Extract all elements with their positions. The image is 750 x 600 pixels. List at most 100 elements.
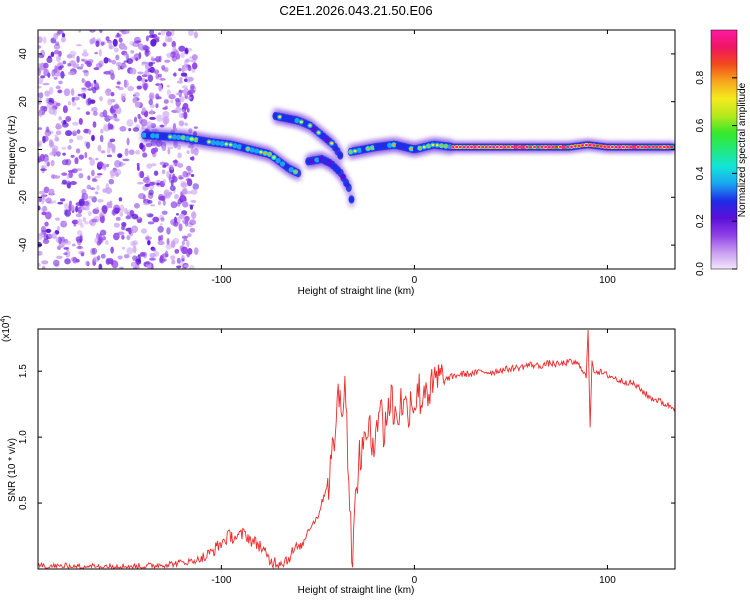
noise-blob [123, 45, 128, 51]
noise-blob [166, 238, 170, 246]
noise-blob [68, 71, 76, 76]
noise-blob [84, 260, 89, 266]
noise-blob [193, 31, 199, 39]
noise-blob [194, 250, 198, 254]
noise-blob [192, 183, 200, 190]
noise-blob [119, 126, 127, 132]
noise-blob [43, 186, 50, 194]
snr-line [38, 329, 675, 569]
noise-blob [171, 30, 175, 37]
noise-blob [85, 80, 92, 89]
noise-blob [38, 140, 43, 148]
noise-blob [172, 73, 177, 77]
noise-blob [92, 208, 100, 215]
noise-blob [119, 204, 125, 213]
noise-blob [55, 124, 63, 130]
feature-core [514, 145, 518, 149]
noise-blob [145, 261, 151, 265]
noise-blob [64, 202, 69, 210]
noise-blob [94, 175, 101, 179]
feature-core [477, 145, 481, 149]
noise-blob [175, 99, 181, 108]
noise-blob [123, 254, 130, 259]
noise-blob [142, 251, 148, 259]
feature-core [499, 145, 503, 149]
noise-blob [144, 49, 150, 53]
noise-blob [147, 74, 154, 83]
noise-blob [183, 64, 189, 72]
noise-blob [115, 54, 120, 61]
noise-blob [163, 189, 170, 198]
noise-blob [63, 88, 71, 97]
noise-blob [113, 47, 119, 53]
noise-blob [89, 187, 96, 191]
noise-blob [72, 63, 80, 69]
noise-blob [166, 52, 173, 58]
feature-core [470, 145, 474, 149]
noise-blob [78, 172, 84, 179]
feature-mid [290, 117, 296, 123]
noise-blob [117, 255, 123, 260]
noise-blob [129, 209, 135, 217]
noise-blob [149, 252, 157, 258]
noise-blob [97, 237, 103, 245]
noise-blob [152, 36, 160, 40]
noise-blob [133, 53, 141, 61]
noise-blob [113, 222, 120, 228]
noise-blob [50, 159, 55, 167]
noise-blob [67, 101, 72, 106]
noise-blob [178, 45, 186, 52]
y-tick-label: -40 [18, 237, 29, 252]
noise-blob [75, 148, 81, 154]
feature-core [507, 145, 511, 149]
feature-mid [294, 117, 300, 124]
noise-blob [50, 141, 55, 148]
feature-core [621, 145, 625, 149]
snr-multiplier: (x104) [0, 315, 12, 342]
feature-core [294, 170, 298, 174]
feature-mid [272, 113, 279, 119]
noise-blob [120, 95, 125, 101]
noise-blob [71, 243, 76, 247]
noise-blob [121, 246, 125, 250]
feature-mid [176, 134, 182, 140]
noise-blob [43, 156, 50, 165]
noise-blob [181, 108, 186, 113]
noise-blob [143, 83, 148, 91]
feature-core [190, 137, 194, 141]
noise-blob [76, 245, 84, 250]
noise-blob [182, 200, 189, 208]
spectrogram-y-ticks: -40 -20 0 20 40 [18, 48, 675, 252]
noise-blob [79, 235, 83, 243]
feature-core [272, 156, 276, 159]
feature-mid [150, 133, 156, 139]
feature-mid [382, 143, 388, 149]
noise-blob [166, 227, 171, 235]
noise-blob [132, 240, 138, 246]
noise-blob [137, 43, 144, 50]
noise-blob [88, 195, 94, 200]
noise-blob [122, 158, 130, 162]
snr-panel: -100 0 100 0.5 1.0 1.5 (x104) Height of stra… [0, 315, 676, 596]
noise-blob [106, 154, 113, 158]
noise-blob [136, 165, 140, 172]
feature-mid [344, 182, 350, 188]
noise-blob [61, 179, 67, 185]
noise-blob [181, 187, 188, 195]
noise-blob [61, 33, 66, 38]
noise-blob [191, 62, 198, 70]
noise-blob [186, 178, 193, 187]
noise-blob [102, 236, 107, 241]
spectrogram-x-ticks: -100 0 100 [211, 30, 616, 286]
noise-blob [98, 263, 103, 269]
noise-blob [103, 57, 109, 64]
noise-blob [186, 251, 191, 258]
noise-blob [72, 121, 79, 126]
noise-blob [99, 215, 105, 224]
feature-core [640, 145, 644, 149]
feature-core [521, 145, 525, 149]
feature-mid [309, 158, 316, 164]
noise-blob [103, 163, 107, 171]
noise-blob [99, 134, 104, 143]
noise-blob [130, 50, 135, 54]
